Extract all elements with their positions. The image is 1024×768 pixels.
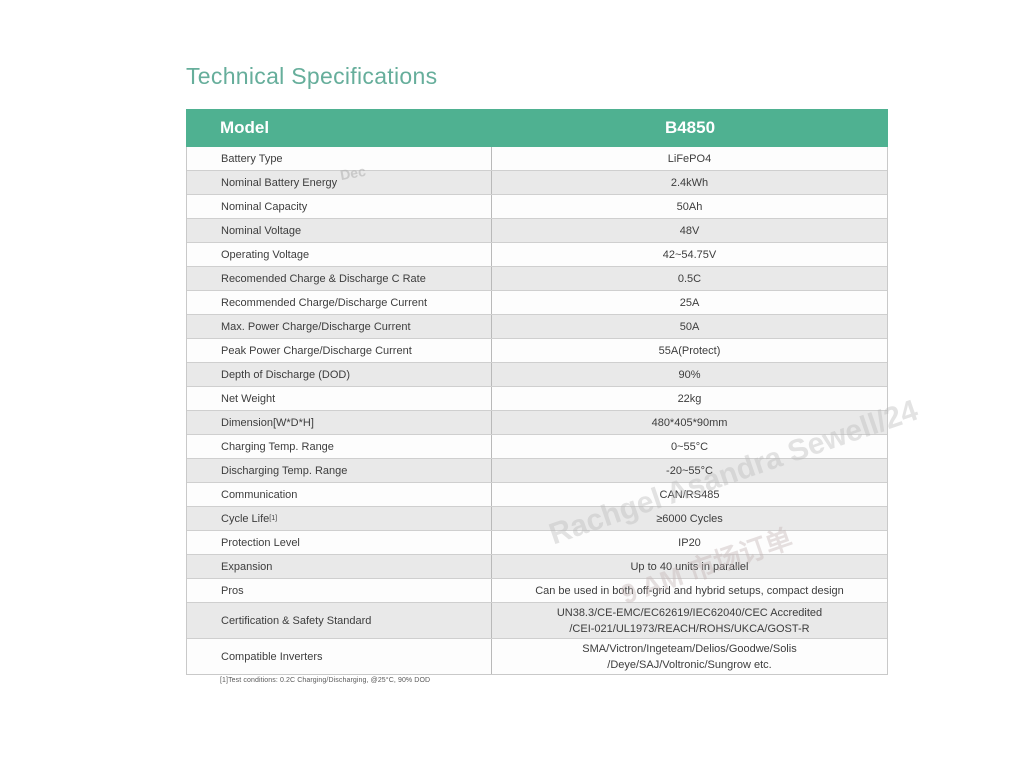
table-row: Nominal Battery Energy 2.4kWh — [187, 171, 887, 195]
row-value: 480*405*90mm — [651, 416, 728, 429]
row-label: Compatible Inverters — [187, 639, 492, 674]
table-row: Operating Voltage 42~54.75V — [187, 243, 887, 267]
row-label: Dimension[W*D*H] — [187, 411, 492, 434]
row-label: Discharging Temp. Range — [187, 459, 492, 482]
row-value: 25A — [679, 296, 700, 309]
row-value: 90% — [678, 368, 701, 381]
row-label: Nominal Capacity — [187, 195, 492, 218]
row-label: Protection Level — [187, 531, 492, 554]
table-row: Battery Type LiFePO4 — [187, 147, 887, 171]
table-row: Certification & Safety Standard UN38.3/CE… — [187, 603, 887, 639]
row-value: 55A(Protect) — [658, 344, 721, 357]
row-value: 42~54.75V — [662, 248, 717, 261]
row-label: Cycle Life [1] — [187, 507, 492, 530]
footnote: [1]Test conditions: 0.2C Charging/Discha… — [220, 677, 431, 684]
row-label: Net Weight — [187, 387, 492, 410]
table-row: Recomended Charge & Discharge C Rate 0.5C — [187, 267, 887, 291]
row-label: Nominal Voltage — [187, 219, 492, 242]
row-label: Charging Temp. Range — [187, 435, 492, 458]
row-label: Max. Power Charge/Discharge Current — [187, 315, 492, 338]
row-label: Recommended Charge/Discharge Current — [187, 291, 492, 314]
row-value: IP20 — [678, 536, 701, 549]
row-value: -20~55°C — [666, 464, 713, 477]
table-row: Dimension[W*D*H] 480*405*90mm — [187, 411, 887, 435]
table-row: Net Weight 22kg — [187, 387, 887, 411]
header-model-label: Model — [220, 118, 270, 137]
table-row: Cycle Life [1] ≥6000 Cycles — [187, 507, 887, 531]
table-row: Depth of Discharge (DOD) 90% — [187, 363, 887, 387]
table-row: Communication CAN/RS485 — [187, 483, 887, 507]
header-model-value: B4850 — [664, 118, 716, 137]
row-label: Recomended Charge & Discharge C Rate — [187, 267, 492, 290]
row-label: Peak Power Charge/Discharge Current — [187, 339, 492, 362]
row-label: Certification & Safety Standard — [187, 603, 492, 638]
table-row: Compatible Inverters SMA/Victron/Ingeteam… — [187, 639, 887, 674]
row-label: Expansion — [187, 555, 492, 578]
row-value: 48V — [679, 224, 700, 237]
spec-table: Model B4850 Battery Type LiFePO4 Nominal B… — [186, 109, 888, 675]
row-value: Can be used in both off-grid and hybrid … — [535, 584, 844, 597]
row-label: Operating Voltage — [187, 243, 492, 266]
page-title: Technical Specifications — [186, 63, 438, 89]
table-row: Nominal Capacity 50Ah — [187, 195, 887, 219]
table-row: Recommended Charge/Discharge Current 25A — [187, 291, 887, 315]
table-row: Protection Level IP20 — [187, 531, 887, 555]
row-label: Pros — [187, 579, 492, 602]
row-label: Nominal Battery Energy — [187, 171, 492, 194]
table-row: Nominal Voltage 48V — [187, 219, 887, 243]
row-value: 22kg — [677, 392, 702, 405]
table-row: Expansion Up to 40 units in parallel — [187, 555, 887, 579]
row-label: Battery Type — [187, 147, 492, 170]
row-value: CAN/RS485 — [659, 488, 720, 501]
page: Technical Specifications Model B4850 Bat… — [186, 62, 888, 684]
table-row: Charging Temp. Range 0~55°C — [187, 435, 887, 459]
table-row: Discharging Temp. Range -20~55°C — [187, 459, 887, 483]
row-value: UN38.3/CE-EMC/EC62619/IEC62040/CEC Accre… — [556, 606, 823, 635]
table-row: Peak Power Charge/Discharge Current 55A(P… — [187, 339, 887, 363]
table-body: Battery Type LiFePO4 Nominal Battery Energ… — [187, 147, 887, 674]
row-value: Up to 40 units in parallel — [630, 560, 749, 573]
table-row: Pros Can be used in both off-grid and hyb… — [187, 579, 887, 603]
row-value: SMA/Victron/Ingeteam/Delios/Goodwe/Solis… — [582, 642, 797, 671]
row-value: 0.5C — [677, 272, 702, 285]
table-header-row: Model B4850 — [186, 109, 888, 147]
table-row: Max. Power Charge/Discharge Current 50A — [187, 315, 887, 339]
row-value: ≥6000 Cycles — [656, 512, 723, 525]
row-value: 50A — [679, 320, 700, 333]
row-value: 0~55°C — [670, 440, 709, 453]
row-label: Communication — [187, 483, 492, 506]
row-label: Depth of Discharge (DOD) — [187, 363, 492, 386]
row-value: LiFePO4 — [667, 152, 712, 165]
row-value: 50Ah — [676, 200, 703, 213]
row-value: 2.4kWh — [670, 176, 709, 189]
